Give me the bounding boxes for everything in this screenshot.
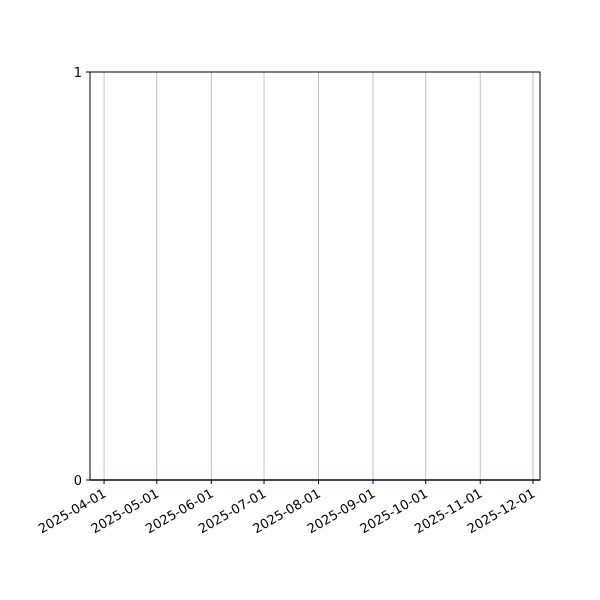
y-tick-label: 0 [74,474,82,489]
grid [103,72,534,480]
y-tick-label: 1 [74,66,82,81]
plot-frame [89,71,541,481]
x-axis: 2025-04-012025-05-012025-06-012025-07-01… [36,480,538,537]
y-axis: 01 [74,66,90,489]
